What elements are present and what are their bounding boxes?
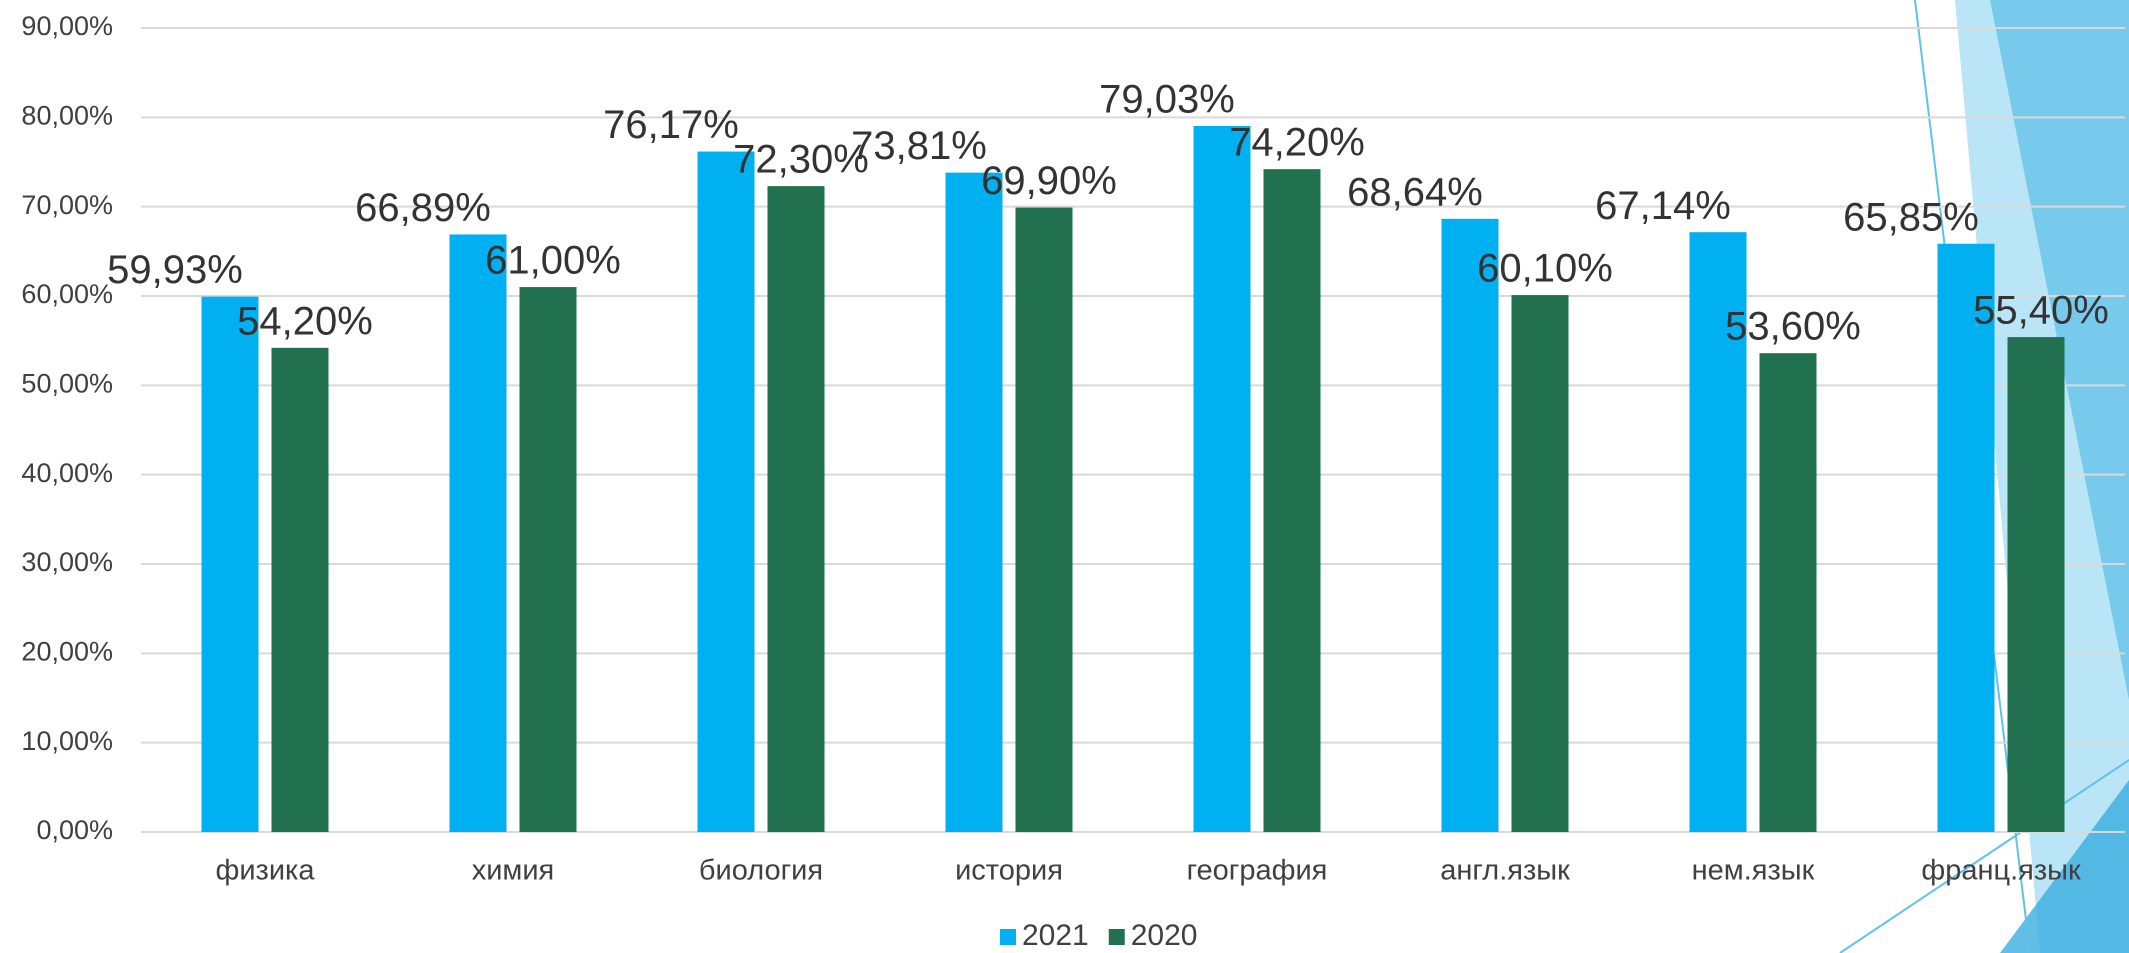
x-tick-label: англ.язык xyxy=(1440,855,1570,887)
bar xyxy=(2007,337,2065,832)
y-tick-label: 60,00% xyxy=(21,279,113,309)
value-label: 54,20% xyxy=(237,299,373,343)
y-tick-label: 10,00% xyxy=(21,726,113,756)
bar xyxy=(1015,207,1073,832)
y-tick-label: 70,00% xyxy=(21,190,113,220)
value-label: 67,14% xyxy=(1595,184,1731,228)
bar xyxy=(1441,218,1499,833)
bar xyxy=(697,151,755,833)
value-label: 66,89% xyxy=(355,186,491,230)
bar xyxy=(1511,295,1569,832)
bar xyxy=(945,172,1003,832)
x-tick-label: франц.язык xyxy=(1921,855,2081,887)
bar xyxy=(201,296,259,832)
value-label: 72,30% xyxy=(733,138,869,182)
y-tick-label: 0,00% xyxy=(36,815,113,845)
value-label: 69,90% xyxy=(981,159,1117,203)
value-label: 59,93% xyxy=(107,248,243,292)
y-tick-label: 30,00% xyxy=(21,547,113,577)
x-tick-label: нем.язык xyxy=(1692,855,1815,887)
x-tick-label: география xyxy=(1187,855,1328,887)
legend-label: 2020 xyxy=(1131,919,1198,952)
value-label: 73,81% xyxy=(851,124,987,168)
bar xyxy=(271,347,329,832)
y-tick-label: 40,00% xyxy=(21,458,113,488)
legend-swatch xyxy=(1000,929,1016,945)
bar xyxy=(1193,125,1251,833)
bar xyxy=(1263,169,1321,832)
x-tick-label: химия xyxy=(472,855,555,887)
value-label: 55,40% xyxy=(1973,289,2109,333)
bar xyxy=(449,234,507,832)
legend-label: 2021 xyxy=(1022,919,1089,952)
x-tick-label: история xyxy=(955,855,1063,887)
bar xyxy=(1759,353,1817,832)
value-label: 76,17% xyxy=(603,103,739,147)
bar xyxy=(1689,232,1747,832)
value-label: 74,20% xyxy=(1229,121,1365,165)
bar xyxy=(1937,243,1995,833)
y-tick-label: 50,00% xyxy=(21,368,113,398)
value-label: 53,60% xyxy=(1725,305,1861,349)
value-label: 65,85% xyxy=(1843,195,1979,239)
legend-swatch xyxy=(1108,929,1125,945)
value-label: 68,64% xyxy=(1347,170,1483,214)
y-tick-label: 80,00% xyxy=(21,100,113,130)
y-tick-label: 20,00% xyxy=(21,636,113,666)
bar xyxy=(767,186,825,832)
y-tick-label: 90,00% xyxy=(21,11,113,41)
value-label: 60,10% xyxy=(1477,247,1613,291)
value-label: 61,00% xyxy=(485,239,621,283)
x-tick-label: биология xyxy=(699,855,823,887)
bar xyxy=(519,287,577,833)
value-label: 79,03% xyxy=(1099,78,1235,122)
x-tick-label: физика xyxy=(215,855,315,887)
